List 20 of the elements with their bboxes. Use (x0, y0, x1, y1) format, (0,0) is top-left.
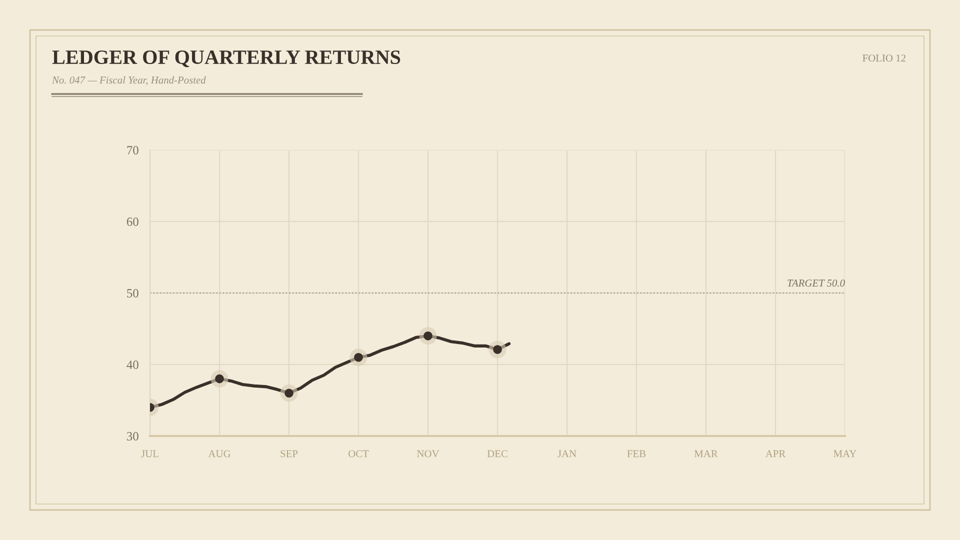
chart-subtitle: No. 047 — Fiscal Year, Hand-Posted (52, 76, 206, 86)
x-tick-label: AUG (208, 450, 230, 458)
x-tick-label: JAN (558, 450, 576, 458)
x-tick-label: OCT (348, 450, 369, 458)
y-tick-label: 50 (127, 289, 138, 298)
x-tick-label: JUL (141, 450, 158, 458)
x-tick-label: APR (765, 450, 786, 458)
x-tick-label: DEC (487, 450, 508, 458)
text: FOLIO 12 (862, 54, 906, 62)
y-tick-label: 60 (126, 218, 138, 226)
ref-line-label: TARGET 50.0 (788, 280, 845, 287)
x-tick-label: SEP (280, 450, 298, 458)
chart-title: LEDGER OF QUARTERLY RETURNS (52, 50, 400, 68)
x-tick-label: NOV (417, 450, 440, 458)
y-tick-label: 70 (127, 146, 138, 154)
x-tick-label: FEB (627, 450, 646, 458)
y-tick-label: 30 (126, 432, 138, 440)
x-tick-label: MAR (694, 450, 718, 458)
y-tick-label: 40 (126, 360, 138, 369)
x-tick-label: MAY (834, 450, 856, 458)
